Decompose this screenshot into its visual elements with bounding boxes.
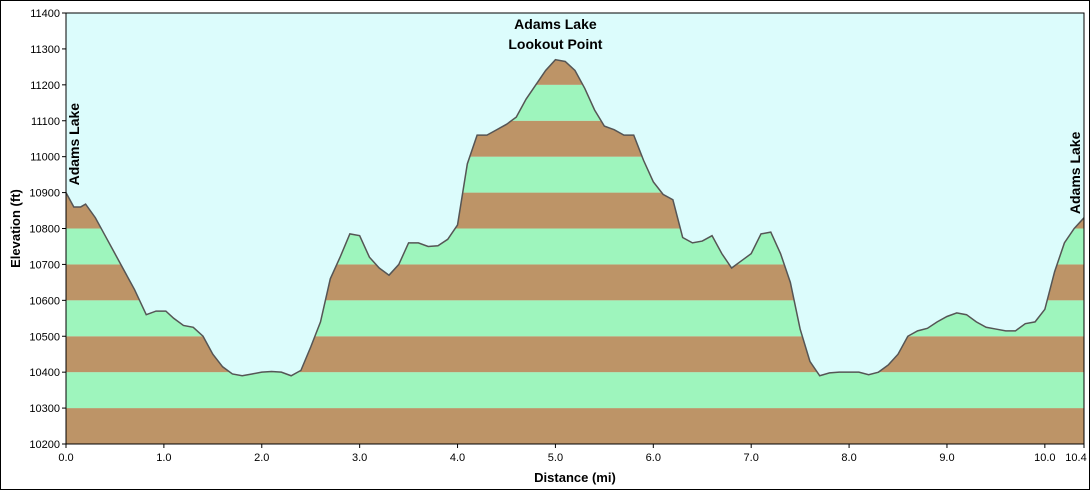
y-tick-label: 10700 [29,259,60,271]
elevation-band [66,372,1084,409]
y-tick-label: 11200 [30,80,60,92]
y-tick-label: 11000 [30,152,60,164]
x-tick-label: 10.0 [1034,452,1055,464]
x-tick-label: 0.0 [58,452,73,464]
y-tick-label: 10800 [29,224,60,236]
y-tick-label: 10300 [29,403,60,415]
y-axis-title: Elevation (ft) [8,189,23,268]
x-tick-label: 6.0 [646,452,661,464]
y-tick-label: 11400 [30,8,60,20]
x-tick-label: 2.0 [254,452,269,464]
annotation-label: Adams Lake [66,103,82,186]
y-tick-label: 10500 [29,331,60,343]
y-tick-label: 10400 [29,367,60,379]
x-tick-label: 7.0 [744,452,759,464]
x-tick-label: 9.0 [939,452,954,464]
x-tick-label: 5.0 [548,452,563,464]
y-tick-label: 11100 [31,116,60,128]
x-tick-label: 4.0 [450,452,465,464]
x-tick-label: 8.0 [841,452,856,464]
annotation-label: Adams Lake [514,16,597,32]
x-tick-label: 1.0 [156,452,171,464]
y-tick-label: 10200 [29,439,60,451]
y-tick-label: 11300 [30,44,60,56]
annotation-label: Adams Lake [1067,131,1083,214]
x-axis-title: Distance (mi) [534,470,616,485]
y-tick-label: 10600 [29,295,60,307]
annotation-label: Lookout Point [508,36,602,52]
profile-line [65,58,1085,377]
y-tick-label: 10900 [29,188,60,200]
x-tick-label: 10.4 [1065,452,1086,464]
elevation-band [66,408,1084,444]
x-tick-label: 3.0 [352,452,367,464]
